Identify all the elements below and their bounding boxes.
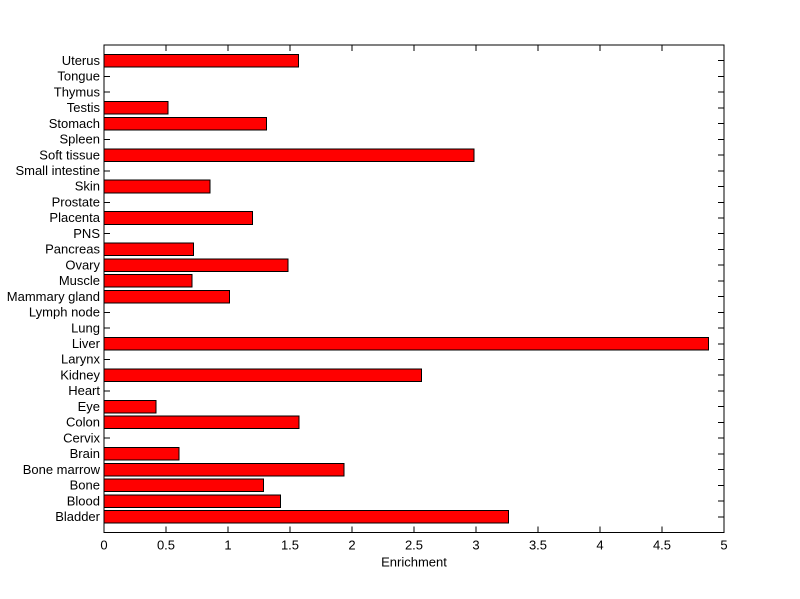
svg-text:Skin: Skin bbox=[75, 179, 100, 194]
svg-text:3: 3 bbox=[472, 538, 479, 553]
svg-text:Enrichment: Enrichment bbox=[381, 555, 447, 570]
svg-text:Testis: Testis bbox=[67, 100, 101, 115]
svg-text:Larynx: Larynx bbox=[61, 352, 101, 367]
svg-text:0.5: 0.5 bbox=[157, 538, 175, 553]
svg-text:5: 5 bbox=[720, 538, 727, 553]
svg-text:Prostate: Prostate bbox=[52, 194, 100, 209]
svg-text:Thymus: Thymus bbox=[54, 84, 101, 99]
svg-text:Colon: Colon bbox=[66, 415, 100, 430]
svg-text:Bladder: Bladder bbox=[55, 509, 100, 524]
svg-text:Bone marrow: Bone marrow bbox=[23, 462, 101, 477]
svg-text:Ovary: Ovary bbox=[65, 257, 100, 272]
svg-text:Lymph node: Lymph node bbox=[29, 305, 100, 320]
svg-text:2.5: 2.5 bbox=[405, 538, 423, 553]
svg-text:Pancreas: Pancreas bbox=[45, 242, 100, 257]
svg-text:Cervix: Cervix bbox=[63, 430, 100, 445]
svg-text:Kidney: Kidney bbox=[60, 367, 100, 382]
svg-text:Stomach: Stomach bbox=[49, 116, 100, 131]
svg-text:1: 1 bbox=[224, 538, 231, 553]
svg-text:Liver: Liver bbox=[72, 336, 101, 351]
svg-text:Uterus: Uterus bbox=[62, 53, 101, 68]
svg-text:2: 2 bbox=[348, 538, 355, 553]
svg-text:Placenta: Placenta bbox=[49, 210, 100, 225]
svg-text:Lung: Lung bbox=[71, 320, 100, 335]
svg-text:Eye: Eye bbox=[78, 399, 100, 414]
svg-text:Blood: Blood bbox=[67, 493, 100, 508]
svg-text:Bone: Bone bbox=[70, 478, 100, 493]
svg-text:Tongue: Tongue bbox=[57, 69, 100, 84]
svg-text:Soft tissue: Soft tissue bbox=[39, 147, 100, 162]
svg-text:Muscle: Muscle bbox=[59, 273, 100, 288]
svg-text:Mammary gland: Mammary gland bbox=[7, 289, 100, 304]
svg-text:Heart: Heart bbox=[68, 383, 100, 398]
svg-text:1.5: 1.5 bbox=[281, 538, 299, 553]
svg-text:Small intestine: Small intestine bbox=[15, 163, 100, 178]
svg-text:0: 0 bbox=[100, 538, 107, 553]
svg-text:4: 4 bbox=[596, 538, 603, 553]
svg-text:PNS: PNS bbox=[73, 226, 100, 241]
svg-text:Brain: Brain bbox=[70, 446, 100, 461]
svg-text:Spleen: Spleen bbox=[60, 132, 100, 147]
svg-text:3.5: 3.5 bbox=[529, 538, 547, 553]
svg-text:4.5: 4.5 bbox=[653, 538, 671, 553]
